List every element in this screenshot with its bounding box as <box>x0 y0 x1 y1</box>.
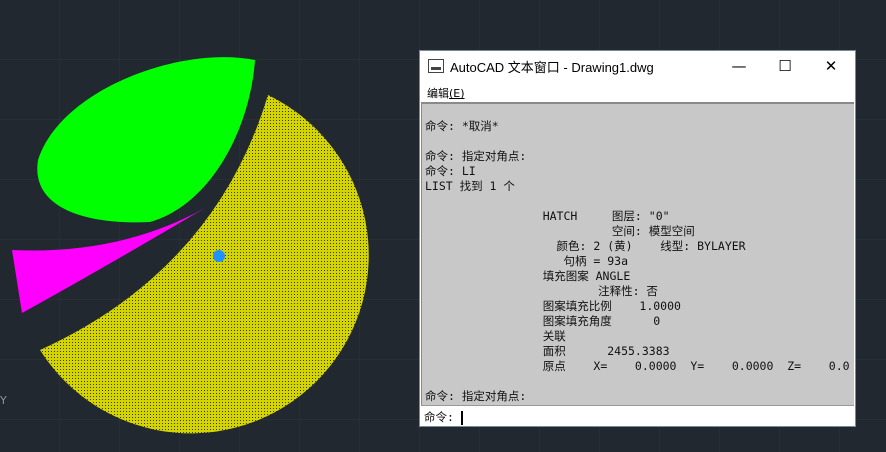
history-line: 关联 <box>425 329 566 343</box>
history-line: 面积 2455.3383 <box>425 344 670 358</box>
close-button[interactable]: ✕ <box>824 57 838 75</box>
text-window: AutoCAD 文本窗口 - Drawing1.dwg — ☐ ✕ 编辑(E) … <box>419 50 856 427</box>
menu-edit-label: 编辑 <box>427 87 449 100</box>
history-line: 命令: LI <box>425 164 476 178</box>
axis-label: Y <box>0 394 7 407</box>
history-line: 命令: *取消* <box>425 119 499 133</box>
history-line: 颜色: 2 (黄) 线型: BYLAYER <box>425 239 746 253</box>
hatch-shape[interactable] <box>40 95 369 434</box>
history-line: 填充图案 ANGLE <box>425 269 631 283</box>
history-line <box>425 104 850 119</box>
command-input[interactable]: 命令: <box>421 405 854 425</box>
grip-point[interactable] <box>213 250 225 262</box>
history-line: 图案填充角度 0 <box>425 314 661 328</box>
green-shape[interactable] <box>37 57 255 223</box>
minimize-button[interactable]: — <box>731 57 747 75</box>
history-line: 图案填充比例 1.0000 <box>425 299 681 313</box>
history-line: 句柄 = 93a <box>425 254 629 268</box>
text-caret <box>460 410 463 425</box>
history-line: HATCH 图层: "0" <box>425 209 670 223</box>
maximize-button[interactable]: ☐ <box>778 57 792 75</box>
title-bar[interactable]: AutoCAD 文本窗口 - Drawing1.dwg — ☐ ✕ <box>420 51 855 81</box>
menu-bar: 编辑(E) <box>420 81 855 101</box>
menu-edit[interactable]: 编辑(E) <box>427 87 465 100</box>
history-lines: 命令: *取消* 命令: 指定对角点: 命令: LI LIST 找到 1 个 HATC… <box>425 104 850 404</box>
window-icon <box>428 59 444 73</box>
history-line <box>425 374 850 389</box>
history-line: 原点 X= 0.0000 Y= 0.0000 Z= 0.0 <box>425 359 850 373</box>
history-line: 空间: 模型空间 <box>425 224 695 238</box>
command-prompt: 命令: <box>424 410 461 424</box>
command-history[interactable]: 命令: *取消* 命令: 指定对角点: 命令: LI LIST 找到 1 个 HATC… <box>421 102 854 405</box>
history-line: LIST 找到 1 个 <box>425 179 515 193</box>
history-line <box>425 134 850 149</box>
history-line <box>425 194 850 209</box>
menu-edit-accel: (E) <box>449 87 465 100</box>
history-line: 注释性: 否 <box>425 284 658 298</box>
history-line: 命令: 指定对角点: <box>425 149 527 163</box>
history-line: 命令: 指定对角点: <box>425 389 527 403</box>
window-title: AutoCAD 文本窗口 - Drawing1.dwg <box>450 59 654 75</box>
magenta-shape[interactable] <box>12 208 205 313</box>
